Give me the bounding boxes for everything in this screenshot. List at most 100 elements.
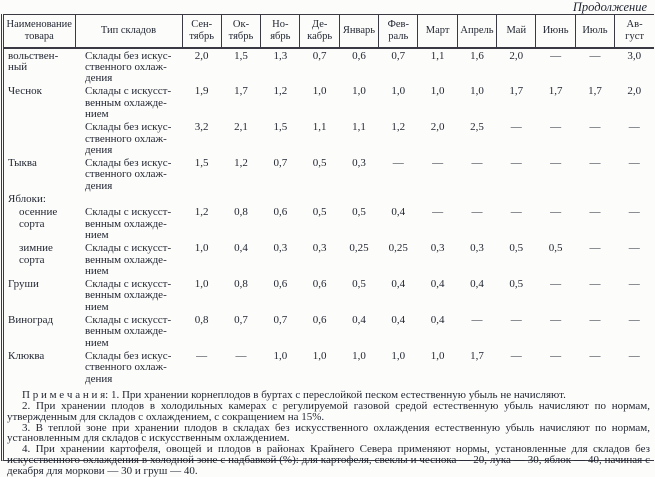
column-header-13: Ав- густ: [614, 14, 654, 49]
norm-value: 1,0: [470, 85, 484, 98]
norm-value: [575, 192, 614, 205]
column-header-7: Фев- раль: [378, 14, 419, 49]
product-name: Груши: [8, 278, 39, 291]
norm-value: 1,1: [352, 121, 366, 134]
norm-value: —: [235, 349, 247, 362]
norm-value: 1,0: [312, 85, 327, 98]
norm-value: —: [510, 349, 522, 362]
norm-value: 0,4: [470, 278, 484, 291]
table-row: Склады без искус- ственного охлаж- дения…: [4, 120, 654, 156]
norm-value: —: [432, 206, 444, 219]
norm-value: 0,4: [352, 314, 366, 327]
column-header-1: Тип складов: [74, 14, 183, 49]
norm-value: 1,5: [273, 121, 288, 134]
norm-value: 0,7: [312, 49, 327, 62]
norm-value: [457, 192, 496, 205]
table-body: вольствен- ный Склады без искус- ственног…: [4, 48, 654, 385]
norm-value: 3,0: [627, 49, 642, 62]
table-row: Яблоки:: [4, 192, 654, 205]
norm-value: 1,7: [509, 85, 524, 98]
norm-value: —: [510, 157, 522, 170]
norm-value: 0,5: [509, 242, 524, 255]
table-row: Виноград Склады с искусст- венным охлажде…: [4, 313, 654, 349]
warehouse-type: Склады с искусст- венным охлажде- нием: [85, 242, 172, 277]
warehouse-type: Склады без искус- ственного охлаж- дения: [85, 157, 172, 192]
norm-value: 0,7: [234, 314, 248, 327]
note-paragraph: 2. При хранении плодов в холодильных кам…: [7, 399, 650, 423]
norm-value: 0,6: [273, 206, 288, 219]
note-paragraph: 3. В теплой зоне при хранении плодов в с…: [7, 421, 650, 445]
norm-value: 1,0: [430, 85, 445, 98]
norm-value: 1,0: [194, 278, 209, 291]
norm-value: —: [510, 121, 522, 134]
product-name: вольствен- ный: [8, 49, 59, 73]
norm-value: 1,7: [548, 85, 563, 98]
column-header-3: Ок- тябрь: [220, 14, 262, 49]
norm-value: [379, 192, 418, 205]
norm-value: 1,1: [312, 121, 327, 134]
norm-value: 0,7: [273, 314, 288, 327]
norm-value: 0,8: [234, 278, 248, 291]
norm-value: 2,0: [194, 49, 209, 62]
norm-value: 2,0: [627, 85, 642, 98]
norm-value: 1,6: [470, 49, 484, 62]
norm-value: 0,25: [349, 242, 369, 255]
column-header-5: Де- кабрь: [299, 14, 340, 49]
product-name: [4, 120, 75, 156]
norm-value: [615, 192, 654, 205]
notes-section: П р и м е ч а н и я: 1. При хранении кор…: [4, 388, 654, 477]
norm-value: [300, 192, 339, 205]
norm-value: —: [589, 206, 601, 219]
norm-value: 1,0: [194, 242, 209, 255]
norm-value: [339, 192, 378, 205]
norm-value: 0,3: [273, 242, 288, 255]
product-name: осенние сорта: [19, 206, 58, 230]
norm-value: —: [589, 121, 601, 134]
norm-value: 1,5: [194, 157, 209, 170]
norm-value: [418, 192, 457, 205]
warehouse-type: Склады без искус- ственного охлаж- дения: [85, 121, 172, 156]
norm-value: 0,3: [312, 242, 327, 255]
norm-value: 1,7: [470, 349, 484, 362]
norm-value: —: [471, 314, 483, 327]
norm-value: 0,4: [391, 278, 406, 291]
column-header-6: Январь: [338, 14, 380, 49]
note-paragraph: 4. При хранении картофеля, овощей и плод…: [7, 443, 650, 477]
norm-value: 0,7: [273, 157, 288, 170]
norm-value: —: [550, 121, 562, 134]
warehouse-type: Склады с искусст- венным охлажде- нием: [85, 314, 172, 349]
norm-value: 0,4: [430, 314, 445, 327]
column-header-12: Июль: [574, 14, 616, 49]
norm-value: 1,0: [391, 85, 406, 98]
storage-norms-table: Наименование товара Тип складов Сен- тябрь…: [4, 14, 654, 385]
norm-value: 1,7: [588, 85, 602, 98]
norm-value: [536, 192, 575, 205]
product-name: зимние сорта: [19, 242, 53, 266]
column-header-11: Июнь: [535, 14, 576, 49]
table-row: осенние сорта Склады с искусст- венным ох…: [4, 205, 654, 241]
norm-value: 2,1: [234, 121, 248, 134]
norm-value: 1,0: [273, 349, 288, 362]
norm-value: —: [589, 349, 601, 362]
table-row: зимние сорта Склады с искусст- венным охл…: [4, 241, 654, 277]
norm-value: —: [510, 314, 522, 327]
norm-value: —: [628, 206, 640, 219]
norm-value: 0,6: [312, 314, 327, 327]
norm-value: 0,8: [234, 206, 248, 219]
norm-value: 1,2: [234, 157, 248, 170]
norm-value: —: [550, 49, 562, 62]
norm-value: 0,4: [234, 242, 248, 255]
norm-value: 0,8: [194, 314, 209, 327]
norm-value: 0,5: [312, 157, 327, 170]
norm-value: 0,3: [470, 242, 484, 255]
norm-value: —: [589, 278, 601, 291]
note-paragraph: П р и м е ч а н и я: 1. При хранении кор…: [22, 388, 566, 401]
norm-value: 0,5: [352, 278, 366, 291]
column-header-2: Сен- тябрь: [181, 14, 222, 49]
norm-value: —: [628, 314, 640, 327]
table-row: Тыква Склады без искус- ственного охлаж- …: [4, 156, 654, 192]
table-header: Наименование товара Тип складов Сен- тябрь…: [4, 14, 654, 49]
norm-value: 0,6: [352, 49, 366, 62]
norm-value: —: [550, 314, 562, 327]
norm-value: 1,2: [391, 121, 406, 134]
